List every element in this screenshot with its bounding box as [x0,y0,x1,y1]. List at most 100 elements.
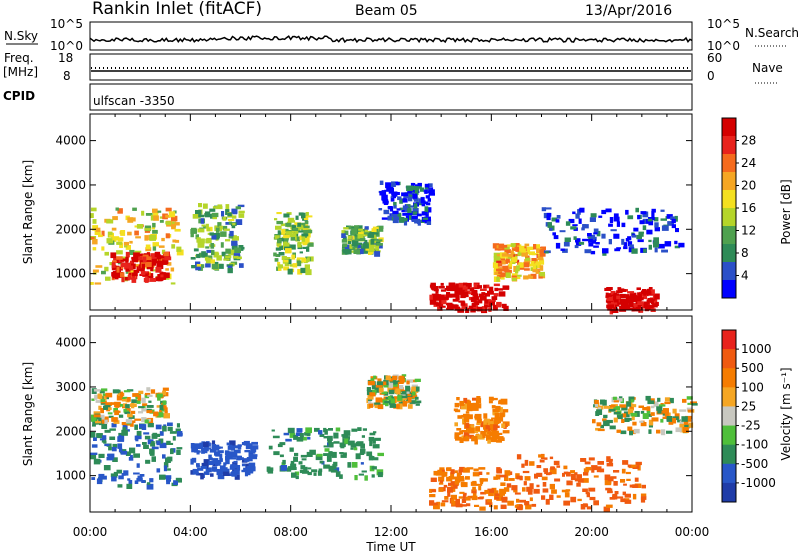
heatmap-cell [546,212,552,217]
heatmap-cell [505,272,511,278]
heatmap-cell [211,440,216,444]
heatmap-cell [156,468,161,473]
heatmap-cell [152,242,159,247]
heatmap-cell [239,457,244,460]
heatmap-cell [621,222,626,228]
heatmap-cell [115,207,119,211]
heatmap-cell [503,305,509,311]
heatmap-cell [355,441,361,447]
heatmap-cell [210,259,215,264]
heatmap-cell [406,380,410,385]
heatmap-cell [604,479,612,486]
heatmap-cell [332,463,337,469]
heatmap-cell [421,203,426,207]
heatmap-cell [277,238,282,244]
heatmap-cell [156,260,161,265]
heatmap-cell [374,437,381,441]
heatmap-cell [381,391,388,395]
heatmap-cell [452,304,458,309]
heatmap-cell [536,484,540,488]
heatmap-cell [477,497,484,500]
heatmap-cell [551,489,557,494]
colorbar-segment [722,425,736,446]
heatmap-cell [296,257,304,260]
heatmap-cell [603,506,610,512]
heatmap-cell [92,247,97,251]
heatmap-cell [429,500,435,506]
heatmap-cell [347,235,352,240]
heatmap-cell [308,256,314,262]
heatmap-cell [484,304,488,308]
heatmap-cell [613,412,621,415]
heatmap-cell [193,443,201,449]
heatmap-cell [354,225,360,228]
heatmap-cell [175,239,180,243]
heatmap-cell [577,498,582,502]
heatmap-cell [591,469,595,473]
heatmap-cell [162,390,167,396]
heatmap-cell [300,267,306,274]
heatmap-cell [90,432,96,438]
heatmap-cell [490,437,497,443]
heatmap-cell [478,299,483,304]
heatmap-cell [212,206,217,209]
heatmap-cell [94,230,101,235]
heatmap-cell [612,495,617,498]
heatmap-cell [425,188,432,191]
heatmap-cell [297,230,304,233]
heatmap-cell [172,239,177,243]
heatmap-cell [351,462,358,468]
heatmap-cell [484,293,490,297]
heatmap-cell [605,208,612,213]
heatmap-cell [594,399,599,404]
heatmap-cell [145,261,152,267]
heatmap-cell [422,217,429,220]
beam-title: Beam 05 [355,3,418,19]
heatmap-cell [134,250,142,253]
heatmap-cell [156,254,161,260]
heatmap-cell [455,304,459,307]
heatmap-cell [211,263,219,270]
heatmap-cell [119,391,124,398]
heatmap-cell [291,254,296,260]
heatmap-cell [420,197,425,204]
heatmap-cell [401,391,408,396]
heatmap-cell [289,432,296,438]
heatmap-cell [613,306,617,310]
heatmap-cell [439,305,446,308]
heatmap-cell [440,282,444,286]
heatmap-cell [664,401,671,405]
heatmap-cell [585,491,590,495]
heatmap-cell [145,459,151,464]
heatmap-cell [670,417,677,424]
heatmap-cell [98,453,105,458]
heatmap-cell [516,265,520,272]
heatmap-cell [205,246,210,249]
heatmap-cell [217,450,224,454]
heatmap-cell [300,454,308,458]
heatmap-cell [403,220,408,226]
heatmap-cell [631,464,637,468]
heatmap-cell [129,267,133,271]
heatmap-cell [277,261,281,266]
heatmap-cell [319,460,324,464]
heatmap-cell [275,247,282,251]
heatmap-cell [415,396,419,400]
heatmap-cell [627,291,635,294]
heatmap-cell [103,394,107,400]
heatmap-cell [164,256,172,261]
heatmap-cell [652,301,659,306]
heatmap-cell [285,222,292,227]
heatmap-cell [205,263,211,268]
heatmap-cell [390,206,394,212]
heatmap-cell [632,297,639,303]
heatmap-cell [414,378,421,382]
heatmap-cell [364,475,368,481]
heatmap-cell [623,411,630,418]
heatmap-cell [389,403,396,408]
heatmap-cell [496,301,502,308]
heatmap-cell [388,188,394,194]
freq-left-tick-bottom: 8 [63,69,71,83]
heatmap-cell [227,267,233,274]
heatmap-cell [112,216,118,221]
